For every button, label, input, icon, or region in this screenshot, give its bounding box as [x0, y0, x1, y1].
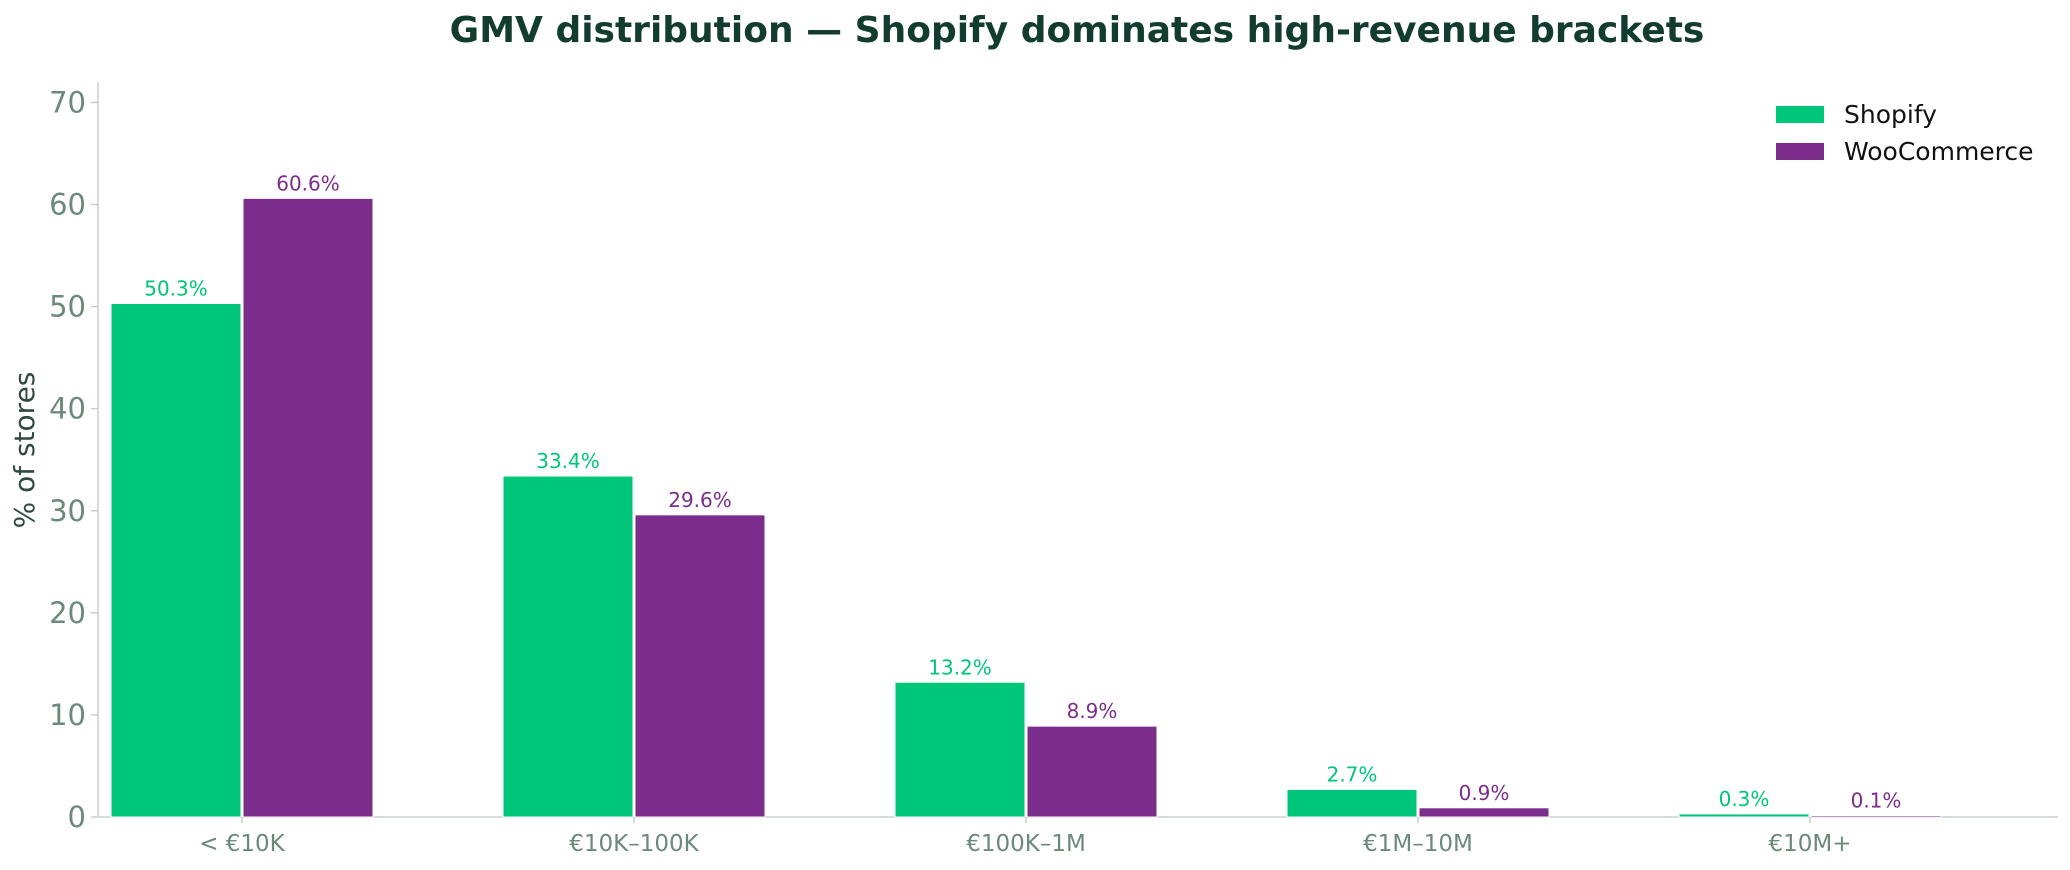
- legend-label-shopify: Shopify: [1844, 100, 1937, 129]
- bar-shopify-1: [502, 475, 634, 818]
- y-tick-label: 10: [49, 698, 86, 732]
- bar-shopify-3: [1286, 788, 1418, 818]
- data-label: 8.9%: [1067, 699, 1118, 723]
- data-label: 13.2%: [928, 655, 992, 679]
- y-tick-label: 0: [68, 800, 86, 834]
- bar-woocommerce-1: [634, 514, 766, 818]
- bar-woocommerce-0: [242, 197, 374, 818]
- y-tick-label: 60: [49, 188, 86, 222]
- y-tick-label: 50: [49, 290, 86, 324]
- x-tick-label: < €10K: [199, 831, 285, 857]
- x-tick-label: €10M+: [1768, 831, 1851, 857]
- legend: Shopify WooCommerce: [1776, 100, 2034, 166]
- x-tick-label: €100K–1M: [966, 831, 1086, 857]
- data-label: 60.6%: [276, 171, 340, 195]
- data-label: 33.4%: [536, 449, 600, 473]
- data-label: 29.6%: [668, 488, 732, 512]
- bar-shopify-2: [894, 681, 1026, 818]
- data-label: 0.1%: [1851, 789, 1902, 813]
- data-label: 0.3%: [1719, 787, 1770, 811]
- bar-woocommerce-2: [1026, 725, 1158, 818]
- chart-title: GMV distribution — Shopify dominates hig…: [450, 10, 1705, 51]
- y-axis-label: % of stores: [8, 372, 41, 529]
- x-tick-label: €1M–10M: [1363, 831, 1473, 857]
- legend-swatch-woocommerce: [1776, 143, 1824, 160]
- y-tick-label: 30: [49, 494, 86, 528]
- y-tick-label: 70: [49, 85, 86, 119]
- plot-area: 0 10 20 30 40 50 60 70 50.3% 60.6% < €10K 33.4% 29.6…: [49, 82, 2058, 857]
- bar-shopify-4: [1678, 813, 1810, 818]
- y-tick-label: 40: [49, 392, 86, 426]
- legend-label-woocommerce: WooCommerce: [1844, 137, 2034, 166]
- bar-woocommerce-4: [1810, 815, 1942, 818]
- y-tick-label: 20: [49, 596, 86, 630]
- data-label: 0.9%: [1459, 781, 1510, 805]
- bar-woocommerce-3: [1418, 807, 1550, 818]
- data-label: 50.3%: [144, 277, 208, 301]
- bar-shopify-0: [110, 303, 242, 818]
- x-tick-label: €10K–100K: [569, 831, 699, 857]
- legend-swatch-shopify: [1776, 106, 1824, 123]
- data-label: 2.7%: [1327, 762, 1378, 786]
